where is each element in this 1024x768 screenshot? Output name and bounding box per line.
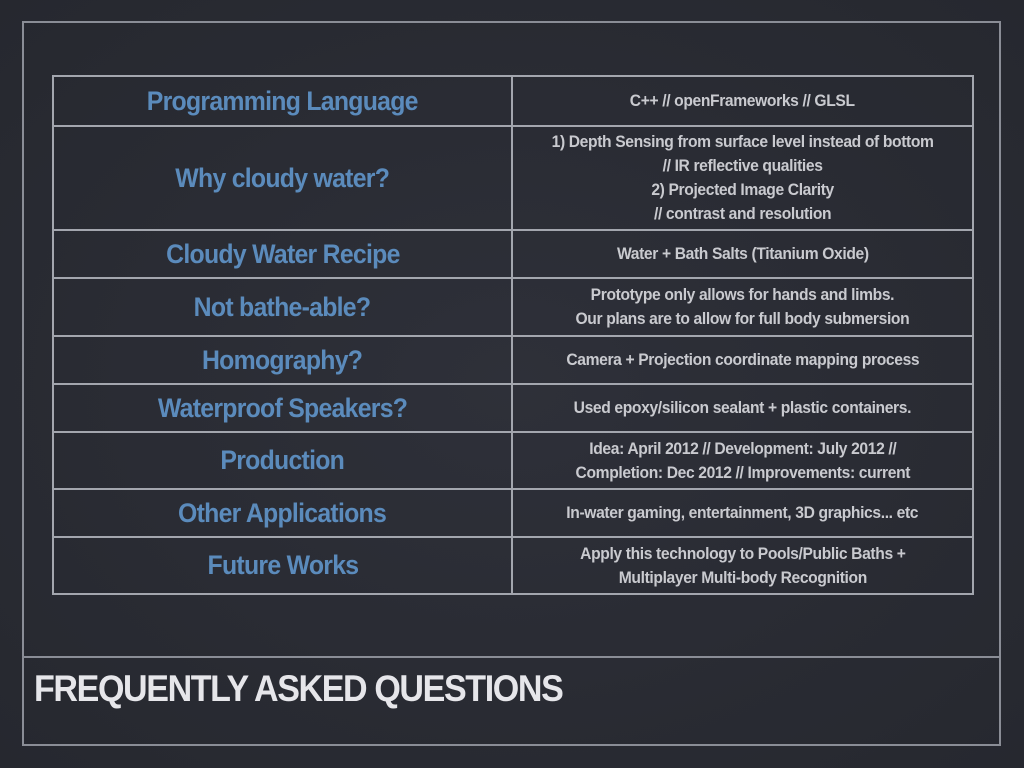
- faq-question-cell: Cloudy Water Recipe: [52, 229, 513, 279]
- faq-answer-cell: Used epoxy/silicon sealant + plastic con…: [511, 383, 974, 433]
- faq-question: Programming Language: [147, 85, 419, 116]
- faq-question: Not bathe-able?: [194, 291, 371, 322]
- faq-question-cell: Why cloudy water?: [52, 125, 513, 231]
- faq-answer-cell: 1) Depth Sensing from surface level inst…: [511, 125, 974, 231]
- faq-question: Other Applications: [178, 497, 387, 528]
- faq-answer-cell: Camera + Projection coordinate mapping p…: [511, 335, 974, 385]
- faq-answer-cell: Apply this technology to Pools/Public Ba…: [511, 536, 974, 595]
- faq-question-cell: Production: [52, 431, 513, 490]
- faq-answer: Water + Bath Salts (Titanium Oxide): [616, 244, 869, 263]
- faq-answer: Used epoxy/silicon sealant + plastic con…: [573, 398, 912, 417]
- faq-row: Waterproof Speakers? Used epoxy/silicon …: [52, 383, 974, 433]
- faq-row: Other Applications In-water gaming, ente…: [52, 488, 974, 538]
- faq-row: Future Works Apply this technology to Po…: [52, 536, 974, 595]
- faq-question: Waterproof Speakers?: [157, 392, 408, 423]
- faq-question: Why cloudy water?: [175, 162, 391, 193]
- faq-answer: Prototype only allows for hands and limb…: [575, 285, 910, 328]
- faq-row: Why cloudy water? 1) Depth Sensing from …: [52, 125, 974, 231]
- faq-row: Homography? Camera + Projection coordina…: [52, 335, 974, 385]
- faq-question-cell: Homography?: [52, 335, 513, 385]
- faq-question: Homography?: [202, 344, 363, 375]
- faq-row: Cloudy Water Recipe Water + Bath Salts (…: [52, 229, 974, 279]
- faq-question: Cloudy Water Recipe: [165, 238, 400, 269]
- slide-frame: [22, 21, 1001, 746]
- faq-answer: Camera + Projection coordinate mapping p…: [566, 350, 919, 369]
- faq-answer-cell: Prototype only allows for hands and limb…: [511, 277, 974, 337]
- faq-question: Production: [220, 445, 345, 475]
- faq-question: Future Works: [207, 550, 359, 580]
- faq-answer: 1) Depth Sensing from surface level inst…: [551, 132, 934, 223]
- faq-answer: C++ // openFrameworks // GLSL: [630, 91, 855, 110]
- faq-answer: Apply this technology to Pools/Public Ba…: [579, 543, 906, 587]
- title-divider: [22, 656, 1001, 658]
- faq-answer-cell: Idea: April 2012 // Development: July 20…: [511, 431, 974, 490]
- faq-answer-cell: C++ // openFrameworks // GLSL: [511, 75, 974, 127]
- faq-question-cell: Waterproof Speakers?: [52, 383, 513, 433]
- faq-question-cell: Not bathe-able?: [52, 277, 513, 337]
- faq-row: Production Idea: April 2012 // Developme…: [52, 431, 974, 490]
- faq-answer: Idea: April 2012 // Development: July 20…: [575, 438, 910, 482]
- faq-question-cell: Future Works: [52, 536, 513, 595]
- faq-question-cell: Other Applications: [52, 488, 513, 538]
- faq-question-cell: Programming Language: [52, 75, 513, 127]
- slide-title: FREQUENTLY ASKED QUESTIONS: [34, 668, 564, 709]
- faq-table: Programming Language C++ // openFramewor…: [52, 75, 974, 595]
- faq-answer: In-water gaming, entertainment, 3D graph…: [566, 503, 919, 522]
- faq-answer-cell: In-water gaming, entertainment, 3D graph…: [511, 488, 974, 538]
- faq-answer-cell: Water + Bath Salts (Titanium Oxide): [511, 229, 974, 279]
- faq-row: Programming Language C++ // openFramewor…: [52, 75, 974, 127]
- faq-row: Not bathe-able? Prototype only allows fo…: [52, 277, 974, 337]
